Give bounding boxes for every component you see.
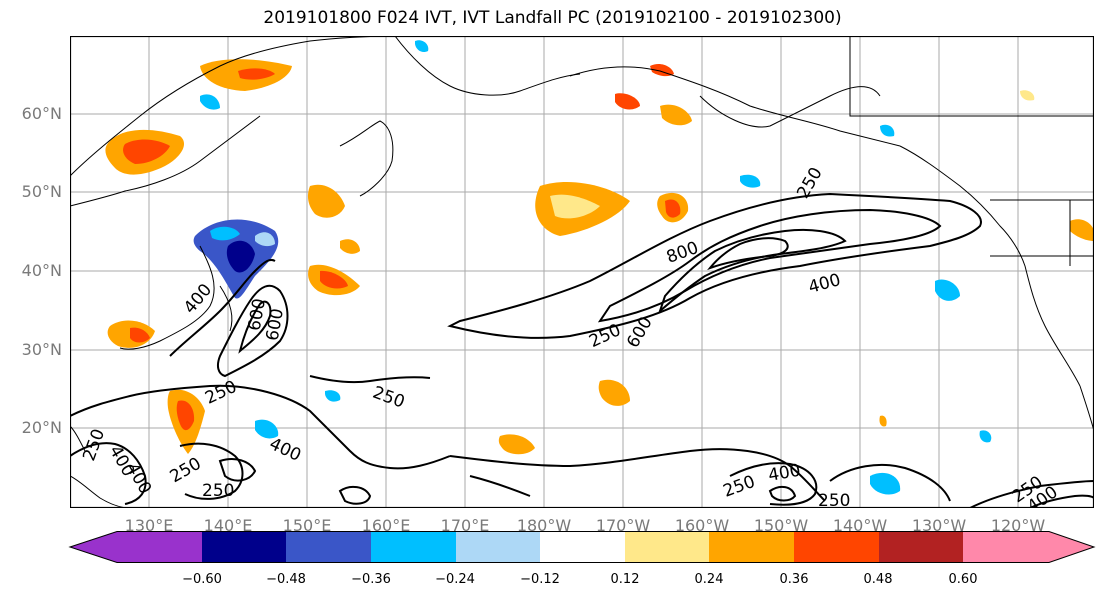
lat-label-40n: 40°N xyxy=(21,261,62,280)
colorbar-segment xyxy=(540,531,625,563)
colorbar-segment xyxy=(794,531,879,563)
lon-label-140e: 140°E xyxy=(203,516,253,535)
colorbar-tick-pos060: 0.60 xyxy=(948,572,978,587)
positive-pc-patches xyxy=(105,59,1094,455)
lon-label-150w: 150°W xyxy=(753,516,809,535)
colorbar-segment xyxy=(456,531,540,563)
colorbar-tick-pos012: 0.12 xyxy=(610,572,640,587)
lon-label-160w: 160°W xyxy=(674,516,730,535)
map-panel: 250 400 600 800 250 400 600 250 400 250 … xyxy=(70,36,1094,508)
lon-label-170w: 170°W xyxy=(595,516,651,535)
colorbar-segment xyxy=(286,531,371,563)
colorbar-segment xyxy=(963,531,1049,563)
colorbar-tick-neg024: −0.24 xyxy=(435,572,475,587)
colorbar-tick-neg036: −0.36 xyxy=(351,572,391,587)
lon-label-170e: 170°E xyxy=(440,516,490,535)
colorbar-segment xyxy=(625,531,709,563)
lon-label-130e: 130°E xyxy=(124,516,174,535)
colorbar-segment xyxy=(371,531,456,563)
lon-label-140w: 140°W xyxy=(832,516,888,535)
negative-pc-patches xyxy=(193,40,992,495)
map-title: 2019101800 F024 IVT, IVT Landfall PC (20… xyxy=(263,8,842,28)
lat-label-30n: 30°N xyxy=(21,340,62,359)
coastlines xyxy=(70,36,1094,508)
contour-label-250-bottom: 250 xyxy=(818,491,850,508)
lon-label-130w: 130°W xyxy=(911,516,967,535)
colorbar-tick-neg060: −0.60 xyxy=(182,572,222,587)
lon-label-150e: 150°E xyxy=(282,516,332,535)
lon-label-180w: 180°W xyxy=(516,516,572,535)
colorbar-segment xyxy=(117,531,202,563)
colorbar-tick-pos048: 0.48 xyxy=(863,572,893,587)
colorbar-tick-neg012: −0.12 xyxy=(520,572,560,587)
colorbar xyxy=(68,531,1096,563)
lon-label-120w: 120°W xyxy=(990,516,1046,535)
colorbar-extend-low xyxy=(70,531,117,563)
colorbar-tick-pos024: 0.24 xyxy=(694,572,724,587)
colorbar-segment xyxy=(879,531,963,563)
colorbar-extend-high xyxy=(1049,531,1094,563)
lat-label-60n: 60°N xyxy=(21,104,62,123)
lon-label-160e: 160°E xyxy=(361,516,411,535)
contour-label-250-bottom-left: 250 xyxy=(202,481,234,501)
colorbar-segment xyxy=(202,531,286,563)
lat-label-50n: 50°N xyxy=(21,182,62,201)
ivt-contours xyxy=(70,192,1094,508)
lat-label-20n: 20°N xyxy=(21,418,62,437)
colorbar-tick-neg048: −0.48 xyxy=(266,572,306,587)
colorbar-segment xyxy=(709,531,794,563)
colorbar-tick-pos036: 0.36 xyxy=(779,572,809,587)
